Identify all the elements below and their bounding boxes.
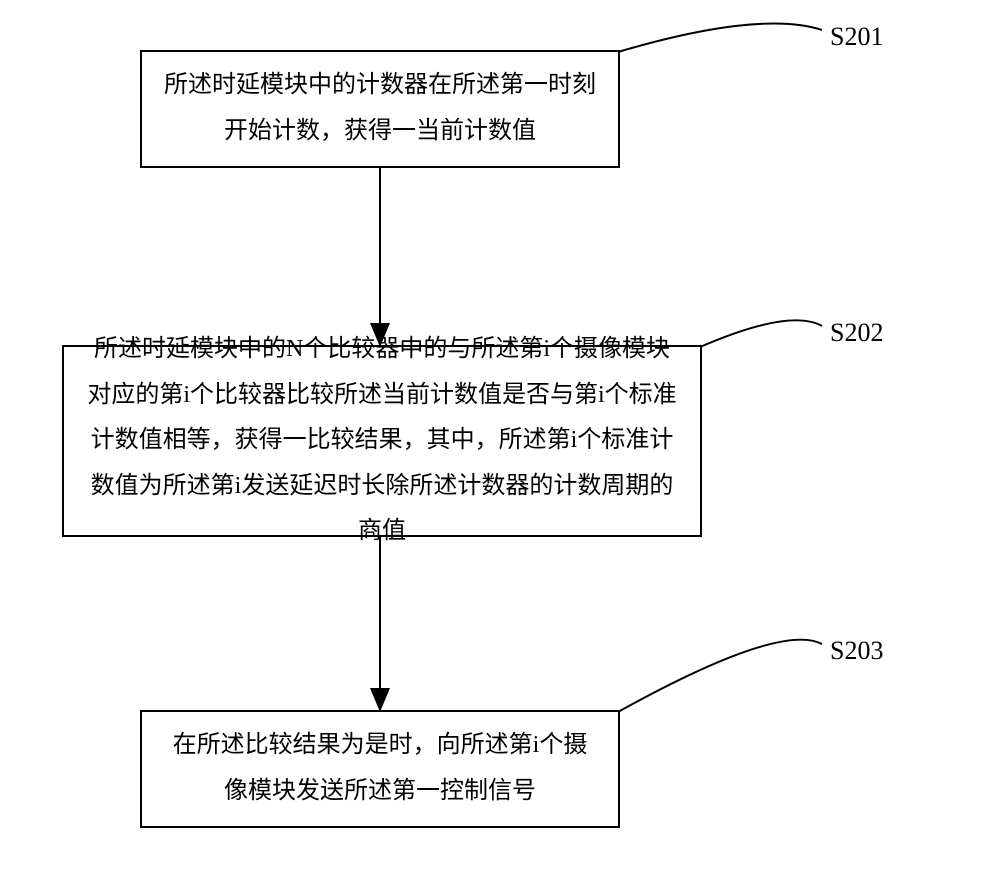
- callout-curve: [618, 640, 822, 712]
- flowchart-node-s201: 所述时延模块中的计数器在所述第一时刻开始计数，获得一当前计数值: [140, 50, 620, 168]
- node-text: 所述时延模块中的计数器在所述第一时刻开始计数，获得一当前计数值: [162, 63, 598, 154]
- step-label-s203: S203: [830, 636, 883, 666]
- callout-curve: [618, 24, 822, 52]
- step-label-s202: S202: [830, 318, 883, 348]
- step-label-s201: S201: [830, 22, 883, 52]
- callout-curve: [700, 320, 822, 347]
- node-text: 所述时延模块中的N个比较器中的与所述第i个摄像模块对应的第i个比较器比较所述当前…: [84, 327, 680, 555]
- flowchart-canvas: 所述时延模块中的计数器在所述第一时刻开始计数，获得一当前计数值 S201 所述时…: [0, 0, 1000, 878]
- flowchart-node-s202: 所述时延模块中的N个比较器中的与所述第i个摄像模块对应的第i个比较器比较所述当前…: [62, 345, 702, 537]
- node-text: 在所述比较结果为是时，向所述第i个摄像模块发送所述第一控制信号: [162, 723, 598, 814]
- flowchart-node-s203: 在所述比较结果为是时，向所述第i个摄像模块发送所述第一控制信号: [140, 710, 620, 828]
